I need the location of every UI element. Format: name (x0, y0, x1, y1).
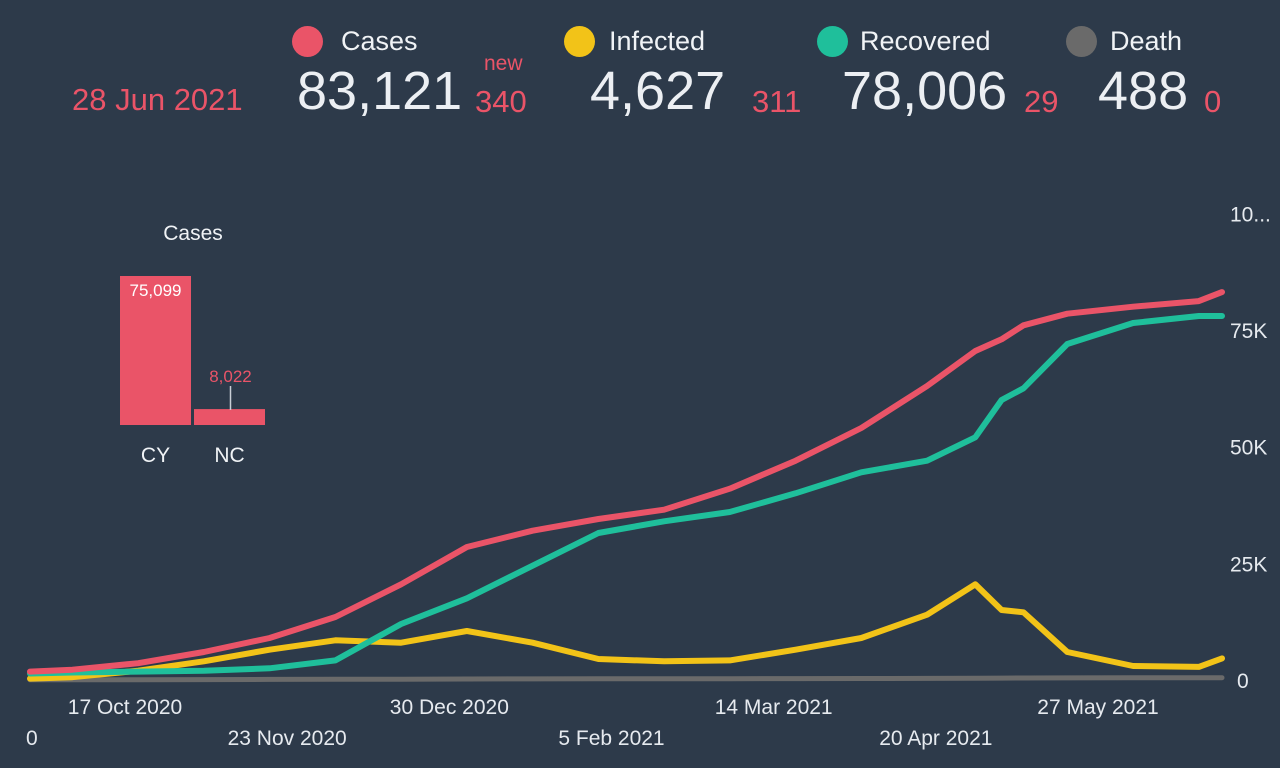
death-new: 0 (1204, 84, 1222, 119)
y-tick-label: 0 (1237, 670, 1249, 693)
death-label: Death (1110, 26, 1183, 56)
inset-bar-value-label: 8,022 (209, 367, 252, 386)
inset-bar-category: CY (141, 444, 170, 467)
infected-new: 311 (752, 84, 802, 119)
x-tick-label: 5 Feb 2021 (558, 727, 664, 750)
recovered-total: 78,006 (842, 61, 1008, 121)
x-tick-label: 27 May 2021 (1037, 696, 1158, 719)
inset-bar-nc (194, 409, 265, 425)
inset-bar-value-label: 75,099 (130, 281, 182, 300)
x-tick-label-edge: 0 (26, 727, 38, 750)
current-date: 28 Jun 2021 (72, 82, 243, 117)
legend-cases[interactable]: Cases (292, 26, 418, 57)
cases-new: 340 (475, 84, 527, 119)
death-total: 488 (1098, 61, 1189, 121)
recovered-label: Recovered (860, 26, 991, 56)
inset-bar-category: NC (214, 444, 244, 467)
cases-total: 83,121 (297, 61, 463, 121)
inset-chart-title: Cases (163, 222, 223, 245)
x-tick-label: 17 Oct 2020 (68, 696, 182, 719)
cases-label: Cases (341, 26, 418, 56)
series-line-cases (27, 289, 1225, 675)
x-tick-label: 20 Apr 2021 (879, 727, 992, 750)
legend-death[interactable]: Death (1066, 26, 1182, 57)
x-tick-label: 23 Nov 2020 (228, 727, 347, 750)
y-tick-label: 10... (1230, 203, 1271, 226)
infected-dot-icon (564, 26, 595, 57)
infected-total: 4,627 (590, 61, 726, 121)
death-dot-icon (1066, 26, 1097, 57)
x-tick-label: 14 Mar 2021 (715, 696, 833, 719)
cases-dot-icon (292, 26, 323, 57)
legend-infected[interactable]: Infected (564, 26, 705, 57)
y-tick-label: 75K (1230, 320, 1267, 343)
series-line-infected (27, 581, 1225, 682)
y-tick-label: 25K (1230, 553, 1267, 576)
y-tick-label: 50K (1230, 437, 1267, 460)
series-line-recovered (27, 313, 1225, 677)
recovered-new: 29 (1024, 84, 1059, 119)
series-line-death (27, 675, 1225, 683)
recovered-dot-icon (817, 26, 848, 57)
infected-label: Infected (609, 26, 706, 56)
x-tick-label: 30 Dec 2020 (390, 696, 509, 719)
new-label: new (484, 52, 523, 75)
legend-recovered[interactable]: Recovered (817, 26, 991, 57)
inset-bar-cy (120, 276, 191, 425)
